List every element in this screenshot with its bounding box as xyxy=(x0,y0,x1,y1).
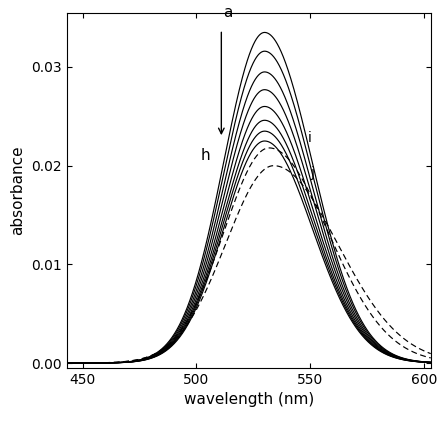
X-axis label: wavelength (nm): wavelength (nm) xyxy=(183,393,314,407)
Text: a: a xyxy=(223,5,233,19)
Y-axis label: absorbance: absorbance xyxy=(10,146,25,235)
Text: j: j xyxy=(310,166,314,180)
Text: h: h xyxy=(201,148,210,163)
Text: i: i xyxy=(308,131,312,145)
